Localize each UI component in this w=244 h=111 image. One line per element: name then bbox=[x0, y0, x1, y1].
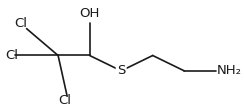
Text: S: S bbox=[117, 64, 125, 77]
Text: NH₂: NH₂ bbox=[217, 64, 242, 77]
Text: Cl: Cl bbox=[5, 49, 18, 62]
Text: Cl: Cl bbox=[14, 17, 27, 30]
Text: Cl: Cl bbox=[58, 94, 71, 107]
Text: OH: OH bbox=[80, 7, 100, 20]
